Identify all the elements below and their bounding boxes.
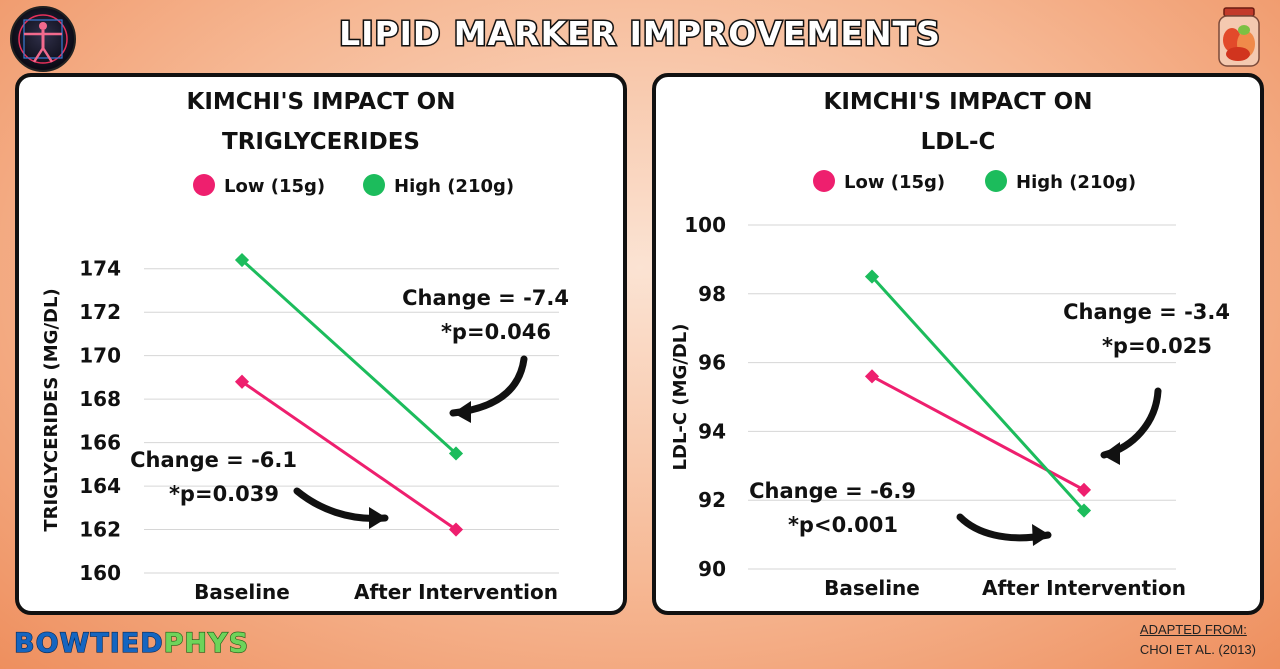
source-citation: ADAPTED FROM: CHOI ET AL. (2013) xyxy=(1140,620,1256,660)
data-point-low xyxy=(864,369,880,384)
legend-marker-low xyxy=(193,174,215,196)
annotation-arrowhead xyxy=(453,401,471,423)
y-tick-label: 100 xyxy=(684,213,726,237)
x-category-label: After Intervention xyxy=(354,580,558,604)
brand-logo-text: BOWTIEDPHYS xyxy=(13,627,250,659)
legend-marker-high xyxy=(363,174,385,196)
x-category-label: Baseline xyxy=(824,576,920,600)
y-axis-label: LDL-C (MG/DL) xyxy=(670,324,691,471)
annotation-p-value: *p<0.001 xyxy=(788,513,898,537)
y-tick-label: 164 xyxy=(79,474,121,498)
data-point-high xyxy=(234,252,250,268)
y-tick-label: 92 xyxy=(698,488,726,512)
annotation-arrowhead xyxy=(1032,524,1050,546)
legend-label-high: High (210g) xyxy=(1016,172,1136,193)
y-tick-label: 170 xyxy=(79,344,121,368)
brand-part-1: BOWTIED xyxy=(13,627,164,659)
y-tick-label: 172 xyxy=(79,300,121,324)
annotation-arrowhead xyxy=(1102,442,1120,465)
ldl-chart-panel: KIMCHI'S IMPACT ON LDL-C Low (15g) High (21… xyxy=(652,73,1264,615)
y-tick-label: 96 xyxy=(698,351,726,375)
annotation-change: Change = -3.4 xyxy=(1063,300,1230,324)
source-line-1: ADAPTED FROM: xyxy=(1139,622,1247,637)
annotation-p-value: *p=0.039 xyxy=(169,482,279,506)
source-line-2: CHOI ET AL. (2013) xyxy=(1139,642,1256,657)
vitruvian-man-icon xyxy=(18,14,68,64)
data-point-low xyxy=(234,374,250,389)
chart-title-line-2: LDL-C xyxy=(921,129,996,155)
main-title: LIPID MARKER IMPROVEMENTS xyxy=(338,13,942,55)
legend-label-high: High (210g) xyxy=(394,176,514,197)
annotation-p-value: *p=0.025 xyxy=(1102,334,1212,358)
legend-marker-low xyxy=(813,170,835,192)
brand-part-2: PHYS xyxy=(163,627,250,659)
y-tick-label: 174 xyxy=(79,257,121,281)
triglycerides-chart-panel: KIMCHI'S IMPACT ON TRIGLYCERIDES Low (15g)… xyxy=(15,73,627,615)
chart-title-line-1: KIMCHI'S IMPACT ON xyxy=(824,89,1093,115)
data-point-high xyxy=(1076,503,1092,518)
series-line-high xyxy=(240,258,458,455)
triglycerides-chart: KIMCHI'S IMPACT ON TRIGLYCERIDES Low (15g)… xyxy=(41,89,569,604)
series-line-low xyxy=(241,380,457,531)
kimchi-jar-icon xyxy=(1214,6,1264,68)
annotation-arrow xyxy=(1100,387,1162,459)
data-point-low xyxy=(448,522,464,537)
chart-title-line-2: TRIGLYCERIDES xyxy=(222,129,420,155)
ldl-chart: KIMCHI'S IMPACT ON LDL-C Low (15g) High (21… xyxy=(670,89,1230,600)
annotation-change: Change = -6.1 xyxy=(130,448,297,472)
annotation-p-value: *p=0.046 xyxy=(441,320,551,344)
legend-marker-high xyxy=(985,170,1007,192)
chart-title-line-1: KIMCHI'S IMPACT ON xyxy=(187,89,456,115)
y-tick-label: 168 xyxy=(79,387,121,411)
series-line-high xyxy=(870,275,1086,512)
legend-label-low: Low (15g) xyxy=(224,176,325,197)
y-tick-label: 90 xyxy=(698,557,726,581)
y-tick-label: 162 xyxy=(79,518,121,542)
y-tick-label: 94 xyxy=(698,419,726,443)
x-category-label: After Intervention xyxy=(982,576,1186,600)
vitruvian-man-logo xyxy=(10,6,76,72)
y-tick-label: 98 xyxy=(698,282,726,306)
annotation-arrow xyxy=(449,355,528,417)
data-point-high xyxy=(448,446,464,461)
legend-label-low: Low (15g) xyxy=(844,172,945,193)
y-tick-label: 160 xyxy=(79,561,121,585)
annotation-change: Change = -6.9 xyxy=(749,479,916,503)
annotation-change: Change = -7.4 xyxy=(402,286,569,310)
annotation-arrowhead xyxy=(369,507,387,529)
data-point-high xyxy=(864,269,880,284)
y-tick-label: 166 xyxy=(79,431,121,455)
x-category-label: Baseline xyxy=(194,580,290,604)
y-axis-label: TRIGLYCERIDES (MG/DL) xyxy=(41,288,62,531)
data-point-low xyxy=(1076,482,1092,497)
